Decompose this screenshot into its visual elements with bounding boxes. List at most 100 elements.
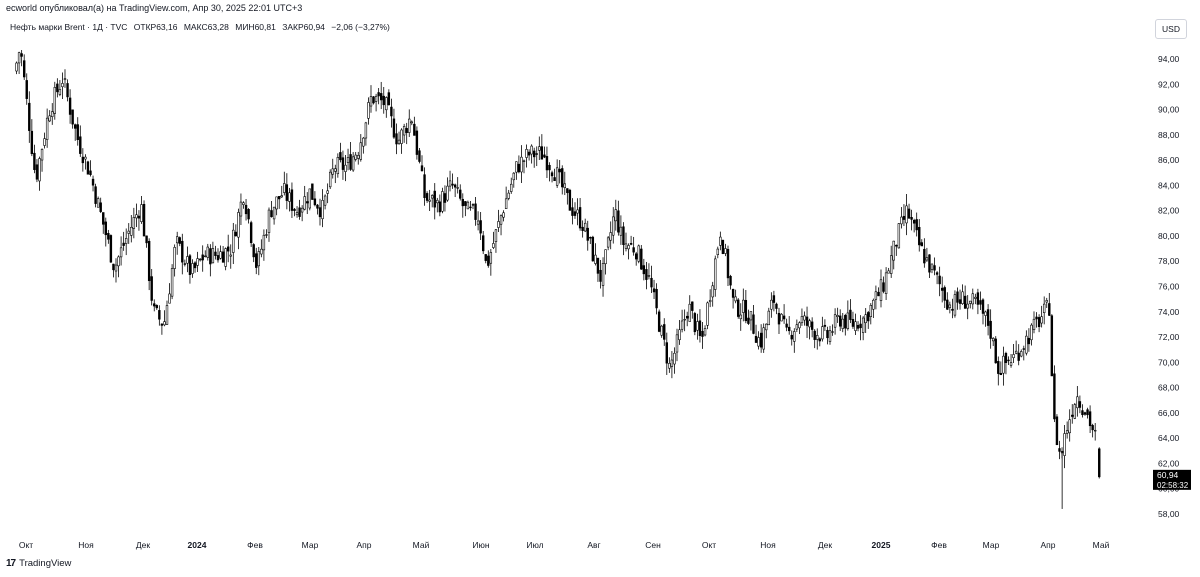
candle (629, 235, 633, 246)
candle (969, 300, 972, 309)
candle (45, 108, 49, 148)
candle (474, 196, 477, 226)
candle (372, 95, 375, 105)
candle (869, 303, 872, 325)
candle (387, 89, 391, 106)
candle (986, 304, 990, 336)
candle (627, 243, 630, 260)
candle (711, 281, 714, 307)
candle (877, 287, 880, 297)
candle (430, 194, 434, 208)
candle (262, 229, 266, 261)
candle (530, 144, 533, 164)
candle (272, 206, 276, 225)
candle (1017, 344, 1020, 366)
candle (887, 267, 890, 274)
currency-button[interactable]: USD (1155, 19, 1187, 39)
candle (247, 208, 250, 224)
candle (186, 246, 189, 273)
candle (759, 324, 763, 353)
candle (507, 189, 510, 201)
candle (71, 109, 74, 129)
candle (545, 146, 549, 178)
candle (535, 146, 538, 167)
candle (520, 145, 523, 184)
candle (665, 332, 668, 375)
candle (400, 128, 403, 154)
candle (803, 311, 806, 326)
x-tick-label: Ноя (760, 540, 776, 550)
candle (586, 220, 589, 251)
candle (349, 141, 352, 171)
candle (961, 284, 964, 305)
candle (966, 295, 969, 320)
candle (318, 198, 322, 226)
candle (527, 149, 531, 161)
candle (525, 144, 528, 168)
candle (35, 159, 39, 183)
candle (1045, 297, 1048, 308)
legend-high: МАКС63,28 (183, 22, 229, 32)
candle (502, 210, 505, 222)
candle (999, 361, 1003, 376)
candle (785, 318, 788, 332)
candle (589, 236, 592, 245)
candle (948, 301, 952, 314)
candle (540, 134, 544, 160)
x-tick-label: Июн (472, 540, 489, 550)
x-tick-label: Ноя (78, 540, 94, 550)
candle (158, 305, 161, 326)
x-tick-label: Фев (247, 540, 263, 550)
candle (861, 316, 865, 341)
candle (354, 152, 357, 162)
candle (864, 308, 867, 333)
legend-change: −2,06 (−3,27%) (331, 22, 390, 32)
candle (1027, 328, 1031, 352)
candle (145, 235, 148, 248)
candle (234, 224, 238, 237)
candle (907, 203, 911, 220)
candle (1042, 296, 1046, 325)
candle (818, 337, 821, 347)
candle (397, 131, 401, 145)
x-tick-label: Апр (357, 540, 372, 550)
candle (956, 287, 959, 310)
candle (634, 251, 638, 266)
candle (334, 164, 337, 184)
candle (22, 54, 26, 80)
x-tick-label: Май (413, 540, 430, 550)
x-tick-label: Авг (587, 540, 600, 550)
candle (122, 231, 125, 251)
candle (1053, 365, 1056, 423)
candle (637, 244, 640, 264)
candle (1002, 346, 1005, 386)
candle (249, 220, 253, 247)
candle (464, 201, 467, 217)
symbol-legend: Нефть марки Brent · 1Д · TVC ОТКР63,16 М… (10, 22, 394, 32)
y-tick-label: 74,00 (1158, 307, 1180, 317)
candle (476, 211, 480, 231)
candle (109, 234, 113, 263)
candle (142, 200, 146, 237)
candle (377, 88, 380, 105)
candle (645, 261, 648, 290)
x-tick-label: 2024 (188, 540, 207, 550)
candle (364, 121, 368, 146)
candle (757, 331, 760, 350)
candle (553, 168, 556, 182)
candle (328, 169, 332, 190)
footer-brand[interactable]: 17 TradingView (6, 558, 71, 569)
candle (451, 173, 454, 189)
candle (196, 251, 199, 273)
candle (828, 325, 832, 345)
candle (112, 263, 115, 278)
candle (390, 98, 393, 128)
candle (691, 301, 694, 319)
symbol-name[interactable]: Нефть марки Brent · 1Д · TVC (10, 22, 128, 32)
candle (749, 311, 753, 331)
candle (425, 191, 429, 203)
candles-group (15, 50, 1101, 509)
candle (420, 155, 424, 172)
candle (38, 156, 41, 191)
